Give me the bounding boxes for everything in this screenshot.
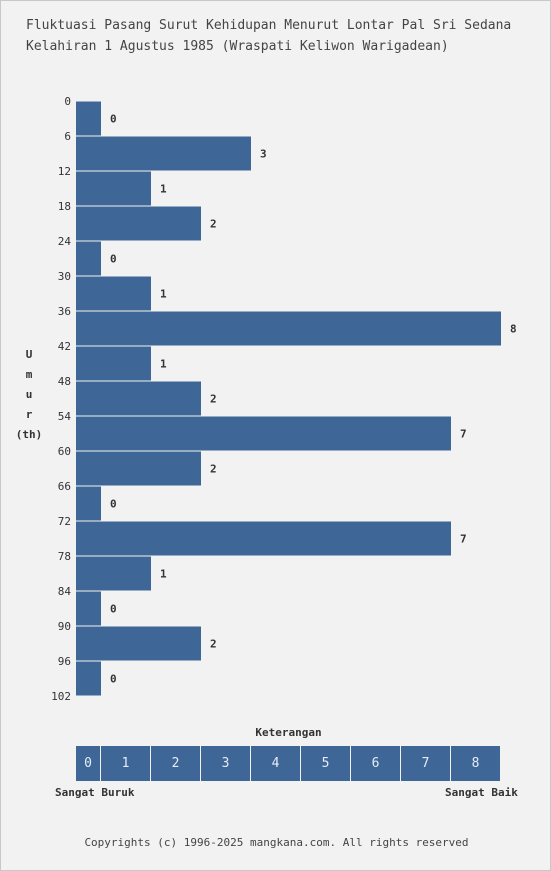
y-tick-label: 30 — [58, 270, 71, 283]
bar-value-label: 1 — [160, 568, 167, 581]
bar-value-label: 0 — [110, 498, 117, 511]
bar — [76, 556, 151, 591]
bar — [76, 206, 201, 241]
bar — [76, 346, 151, 381]
y-axis-letter: u — [25, 388, 33, 401]
y-tick-label: 60 — [58, 445, 71, 458]
y-tick-label: 36 — [58, 305, 71, 318]
bar-value-label: 2 — [210, 218, 217, 231]
y-tick-label: 24 — [58, 235, 72, 248]
bar — [76, 276, 151, 311]
legend-level-cell: 4 — [251, 746, 301, 781]
bar-value-label: 2 — [210, 463, 217, 476]
y-tick-label: 84 — [58, 585, 72, 598]
bar — [76, 136, 251, 171]
y-tick-label: 72 — [58, 515, 71, 528]
y-tick-label: 12 — [58, 165, 71, 178]
bar-value-label: 0 — [110, 113, 117, 126]
y-tick-label: 54 — [58, 410, 72, 423]
y-axis-letter: r — [25, 408, 33, 421]
bar — [76, 591, 101, 626]
bar-value-label: 1 — [160, 288, 167, 301]
y-axis-letter: m — [25, 368, 33, 381]
title-line-1: Fluktuasi Pasang Surut Kehidupan Menurut… — [26, 18, 512, 33]
bar-chart: 0612182430364248546066727884909610203120… — [51, 95, 517, 703]
legend-level-cell: 5 — [301, 746, 351, 781]
bar — [76, 626, 201, 661]
copyright-footer: Copyrights (c) 1996-2025 mangkana.com. A… — [84, 836, 469, 849]
bar-value-label: 2 — [210, 393, 217, 406]
bar — [76, 101, 101, 136]
bar-value-label: 0 — [110, 253, 117, 266]
bar — [76, 241, 101, 276]
legend-level-cell: 6 — [351, 746, 401, 781]
y-tick-label: 96 — [58, 655, 71, 668]
bar-value-label: 1 — [160, 183, 167, 196]
legend-level-cell: 1 — [101, 746, 151, 781]
y-tick-label: 66 — [58, 480, 71, 493]
legend-level-cell: 0 — [76, 746, 101, 781]
legend-level-cell: 8 — [451, 746, 501, 781]
bar — [76, 171, 151, 206]
y-tick-label: 18 — [58, 200, 71, 213]
y-axis-unit: (th) — [15, 428, 43, 441]
bar-value-label: 0 — [110, 673, 117, 686]
legend-high-label: Sangat Baik — [445, 786, 518, 799]
bar-value-label: 2 — [210, 638, 217, 651]
y-tick-label: 78 — [58, 550, 71, 563]
y-tick-label: 0 — [64, 95, 71, 108]
bar — [76, 486, 101, 521]
title-line-2: Kelahiran 1 Agustus 1985 (Wraspati Keliw… — [26, 39, 449, 54]
bar-value-label: 7 — [460, 533, 467, 546]
bar-value-label: 8 — [510, 323, 517, 336]
bar — [76, 661, 101, 696]
legend-level-cell: 3 — [201, 746, 251, 781]
chart-title: Fluktuasi Pasang Surut Kehidupan Menurut… — [26, 15, 511, 57]
legend-low-label: Sangat Buruk — [55, 786, 135, 799]
bar-value-label: 1 — [160, 358, 167, 371]
bar-value-label: 7 — [460, 428, 467, 441]
y-tick-label: 90 — [58, 620, 71, 633]
y-tick-label: 42 — [58, 340, 71, 353]
y-axis-label: U m u r (th) — [15, 345, 43, 445]
bar — [76, 416, 451, 451]
bar — [76, 451, 201, 486]
y-tick-label: 102 — [51, 690, 71, 703]
bar — [76, 381, 201, 416]
legend-title: Keterangan — [255, 726, 322, 739]
bar — [76, 521, 451, 556]
bar-value-label: 3 — [260, 148, 267, 161]
legend-level-cell: 7 — [401, 746, 451, 781]
bar — [76, 311, 501, 346]
y-tick-label: 6 — [64, 130, 71, 143]
bar-value-label: 0 — [110, 603, 117, 616]
legend-level-cell: 2 — [151, 746, 201, 781]
y-axis-letter: U — [25, 348, 33, 361]
y-tick-label: 48 — [58, 375, 71, 388]
